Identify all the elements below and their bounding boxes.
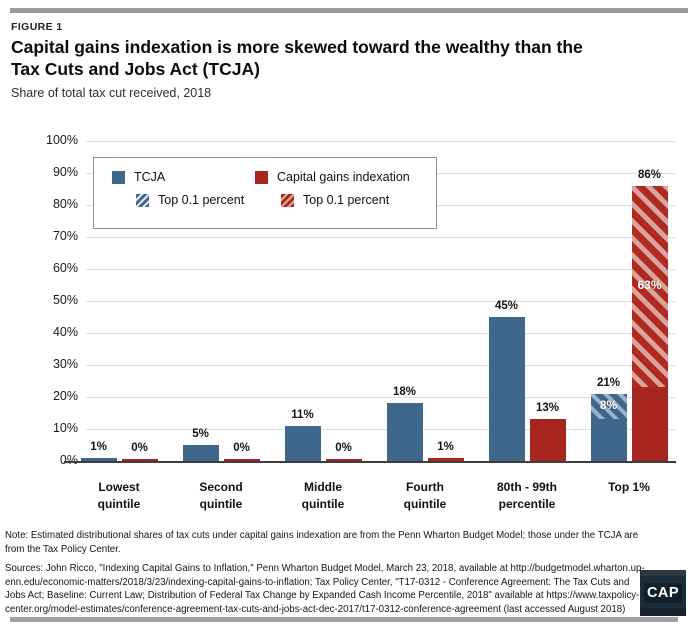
bar-capgains	[427, 457, 464, 461]
y-axis-tick-label: 80%	[52, 197, 78, 211]
sources-line: Jobs Act; Baseline: Current Law; Distrib…	[5, 590, 640, 602]
gridline	[86, 428, 676, 430]
gridline	[86, 364, 676, 366]
category-label: Second quintile	[199, 480, 243, 511]
bar-capgains	[325, 459, 362, 461]
gridline	[86, 140, 676, 142]
hatch-red-swatch-icon	[281, 193, 294, 207]
top01-value-label: 63%	[637, 277, 662, 292]
category-label: Fourth quintile	[403, 480, 447, 511]
value-label: 13%	[535, 402, 560, 415]
value-label: 0%	[233, 442, 250, 454]
sources-line: Sources: John Ricco, "Indexing Capital G…	[5, 563, 645, 574]
gridline	[86, 268, 676, 270]
legend-label-tcja: TCJA	[134, 170, 166, 184]
value-label: 18%	[392, 386, 417, 399]
value-label: 0%	[131, 442, 148, 454]
gridline	[86, 300, 676, 302]
y-axis-tick-label: 90%	[52, 165, 78, 179]
chart-subtitle: Share of total tax cut received, 2018	[11, 86, 212, 100]
chart-note: Note: Estimated distributional shares of…	[5, 529, 638, 557]
bar-chart: TCJA Capital gains indexation Top 0.1 pe…	[0, 133, 693, 518]
top-divider	[10, 8, 688, 13]
y-axis-tick-label: 60%	[52, 261, 78, 275]
capgains-swatch-icon	[255, 170, 268, 184]
category-label: Middle quintile	[301, 480, 345, 511]
value-label: 1%	[90, 440, 107, 453]
y-axis-tick-label: 10%	[52, 421, 78, 435]
value-label: 11%	[291, 408, 314, 421]
bar-tcja	[182, 445, 219, 461]
gridline	[86, 332, 676, 334]
category-label: Lowest quintile	[97, 480, 141, 511]
category-label: 80th - 99th percentile	[496, 480, 557, 511]
value-label: 5%	[192, 428, 209, 440]
sources-line: center.org/model-estimates/conference-ag…	[5, 603, 626, 615]
y-axis-tick-label: 100%	[46, 133, 78, 147]
bar-tcja	[80, 457, 117, 461]
title-line-2: Tax Cuts and Jobs Act (TCJA)	[11, 59, 260, 79]
title-line-1: Capital gains indexation is more skewed …	[11, 37, 583, 57]
value-label: 21%	[596, 376, 621, 389]
legend-label-top01-tcja: Top 0.1 percent	[158, 193, 245, 207]
bar-capgains	[529, 419, 566, 461]
legend-label-capgains: Capital gains indexation	[277, 170, 410, 184]
category-label: Top 1%	[608, 480, 650, 494]
y-axis-tick-label: 40%	[52, 325, 78, 339]
figure-label: FIGURE 1	[11, 21, 63, 33]
x-axis-baseline	[64, 461, 676, 463]
bar-tcja: 8%	[590, 393, 627, 461]
value-label: 0%	[335, 442, 352, 454]
y-axis-tick-label: 20%	[52, 389, 78, 403]
chart-sources: Sources: John Ricco, "Indexing Capital G…	[5, 562, 645, 616]
value-label: 86%	[637, 168, 662, 181]
bar-capgains: 63%	[631, 185, 668, 461]
hatch-blue-swatch-icon	[136, 193, 149, 207]
top01-hatch-overlay	[631, 185, 668, 388]
value-label: 45%	[494, 300, 519, 312]
legend-item-top01-tcja: Top 0.1 percent	[136, 193, 281, 207]
y-axis-tick-label: 50%	[52, 293, 78, 307]
bar-tcja	[386, 403, 423, 461]
bar-tcja	[284, 425, 321, 461]
gridline	[86, 396, 676, 398]
tcja-swatch-icon	[112, 170, 125, 184]
cap-logo-text: CAP	[643, 583, 683, 603]
legend: TCJA Capital gains indexation Top 0.1 pe…	[93, 157, 437, 229]
bottom-divider	[10, 617, 678, 622]
note-line: from the Tax Policy Center.	[5, 544, 121, 556]
legend-row-1: TCJA Capital gains indexation	[112, 170, 436, 184]
bar-tcja	[488, 317, 525, 461]
value-label: 1%	[437, 440, 454, 453]
y-axis-tick-label: 70%	[52, 229, 78, 243]
y-axis-tick-label: 0%	[59, 453, 78, 467]
gridline	[86, 236, 676, 238]
note-line: Note: Estimated distributional shares of…	[5, 530, 639, 541]
sources-line: enn.edu/economic-matters/2018/3/23/index…	[5, 576, 630, 588]
top01-value-label: 8%	[599, 397, 618, 412]
bar-capgains	[223, 459, 260, 461]
legend-label-top01-capgains: Top 0.1 percent	[303, 193, 390, 207]
legend-item-tcja: TCJA	[112, 170, 255, 184]
bar-capgains	[121, 459, 158, 461]
legend-item-capgains: Capital gains indexation	[255, 170, 410, 184]
page-title: Capital gains indexation is more skewed …	[11, 36, 651, 80]
legend-row-2: Top 0.1 percent Top 0.1 percent	[136, 193, 436, 207]
y-axis-tick-label: 30%	[52, 357, 78, 371]
top01-hatch-overlay	[590, 393, 627, 420]
legend-item-top01-capgains: Top 0.1 percent	[281, 193, 389, 207]
cap-logo: CAP	[640, 570, 686, 616]
